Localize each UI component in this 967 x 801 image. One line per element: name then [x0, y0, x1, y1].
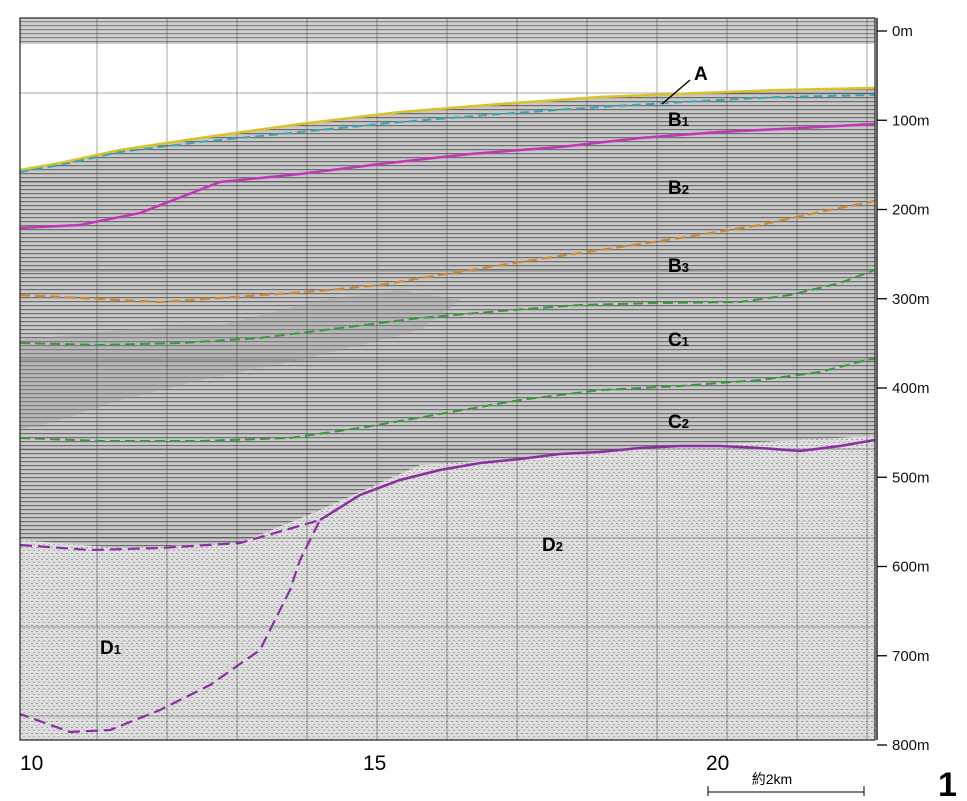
- layer-label-B3: B3: [668, 256, 689, 277]
- horizon-B3-top: [19, 199, 876, 304]
- figure-number: 1: [938, 766, 957, 796]
- surface-noise-band: [20, 18, 875, 44]
- depth-tick-label: 100m: [892, 112, 930, 129]
- depth-tick-label: 700m: [892, 648, 930, 665]
- layer-label-B2: B2: [668, 178, 689, 199]
- horizon-C1-top: [19, 269, 876, 347]
- layer-label-D1: D1: [100, 638, 121, 659]
- depth-tick-label: 200m: [892, 202, 930, 219]
- depth-tick-label: 0m: [892, 23, 913, 40]
- scale-bar: 約2km: [707, 771, 865, 796]
- label-A-pointer: [661, 79, 691, 105]
- layer-label-C1: C1: [668, 330, 689, 351]
- grid-lines: [20, 18, 875, 740]
- horizon-D1-D2-boundary: [19, 518, 323, 734]
- section-frame: [19, 17, 876, 741]
- layer-label-B1: B1: [668, 110, 689, 131]
- horizon-D-top: [319, 438, 876, 522]
- distance-tick-label: 15: [363, 752, 386, 775]
- horizon-seafloor-A: [19, 86, 876, 172]
- depth-tick-label: 400m: [892, 380, 930, 397]
- depth-tick-label: 800m: [892, 737, 930, 754]
- horizon-B1-base: [19, 94, 876, 173]
- scale-bar-label: 約2km: [752, 771, 792, 787]
- depth-tick-label: 300m: [892, 291, 930, 308]
- layer-label-C2: C2: [668, 412, 689, 433]
- depth-tick-label: 500m: [892, 469, 930, 486]
- distance-axis: 10 15 20: [20, 752, 729, 775]
- depth-axis: 0m 100m 200m 300m 400m 500m 600m 700m 800m: [876, 18, 930, 754]
- distance-tick-label: 20: [706, 752, 729, 775]
- horizon-B2-top: [19, 122, 876, 230]
- distance-tick-label: 10: [20, 752, 43, 775]
- layer-label-A: A: [694, 64, 708, 85]
- layer-label-D2: D2: [542, 535, 563, 556]
- seismic-section: [20, 18, 875, 740]
- horizon-C2-top: [19, 357, 876, 442]
- basement-fill: [20, 436, 875, 740]
- horizons: [19, 86, 876, 734]
- depth-tick-label: 600m: [892, 559, 930, 576]
